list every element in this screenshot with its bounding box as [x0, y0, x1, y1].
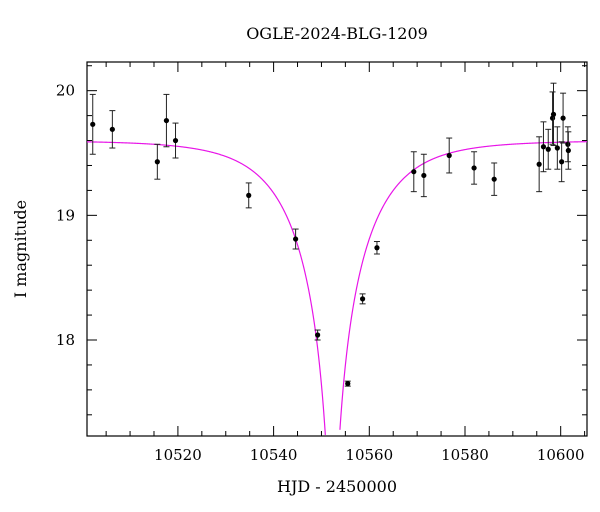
data-marker: [550, 111, 557, 117]
data-marker: [491, 176, 497, 182]
data-points: [89, 82, 572, 387]
x-tick-label: 10580: [441, 446, 489, 464]
data-marker: [154, 159, 160, 165]
data-marker: [545, 146, 551, 152]
data-point: [554, 126, 561, 170]
microlensing-model-curve: [87, 141, 588, 435]
x-tick-label: 10540: [250, 446, 298, 464]
data-point: [359, 293, 366, 305]
axis-ticks: [87, 62, 587, 436]
data-point: [89, 93, 96, 155]
data-point: [420, 153, 427, 198]
data-marker: [359, 296, 366, 302]
x-tick-label: 10520: [154, 446, 202, 464]
data-marker: [560, 115, 566, 121]
data-marker: [421, 172, 427, 179]
data-point: [172, 122, 179, 159]
data-marker: [559, 159, 565, 165]
data-marker: [109, 126, 115, 132]
chart-title: OGLE-2024-BLG-1209: [246, 24, 428, 43]
data-point: [154, 143, 161, 180]
plot-frame: [86, 61, 588, 437]
data-point: [550, 82, 557, 147]
data-point: [536, 136, 543, 193]
data-marker: [540, 144, 547, 150]
data-marker: [411, 169, 417, 175]
data-point: [163, 93, 170, 148]
x-axis-label: HJD - 2450000: [277, 477, 397, 496]
y-axis-label: I magnitude: [11, 200, 30, 298]
data-marker: [446, 152, 452, 159]
data-point: [373, 241, 380, 255]
data-point: [471, 151, 478, 185]
data-marker: [565, 147, 571, 154]
data-point: [410, 151, 417, 193]
data-marker: [163, 117, 170, 124]
data-point: [558, 141, 565, 183]
data-marker: [246, 192, 252, 198]
data-point: [545, 128, 552, 170]
data-point: [344, 380, 351, 387]
tick-labels: 10520 10540 10560 10580 10600 18 19 20: [56, 82, 585, 464]
data-point: [109, 110, 116, 149]
data-point: [560, 92, 567, 144]
data-marker: [536, 161, 542, 167]
data-marker: [345, 381, 351, 387]
y-tick-label: 18: [56, 331, 75, 349]
data-marker: [374, 245, 380, 251]
data-point: [446, 137, 453, 174]
data-point: [540, 121, 547, 173]
data-point: [491, 162, 498, 196]
data-marker: [315, 332, 321, 338]
x-tick-label: 10600: [537, 446, 585, 464]
data-marker: [293, 236, 299, 242]
data-marker: [172, 137, 179, 144]
data-marker: [471, 165, 477, 171]
y-tick-label: 19: [56, 206, 75, 224]
data-point: [245, 182, 252, 209]
y-tick-label: 20: [56, 82, 75, 100]
data-point: [549, 91, 556, 145]
data-point: [565, 131, 572, 170]
data-marker: [90, 121, 96, 127]
data-marker: [554, 145, 560, 151]
x-tick-label: 10560: [345, 446, 393, 464]
data-point: [292, 228, 299, 250]
data-point: [314, 329, 321, 341]
